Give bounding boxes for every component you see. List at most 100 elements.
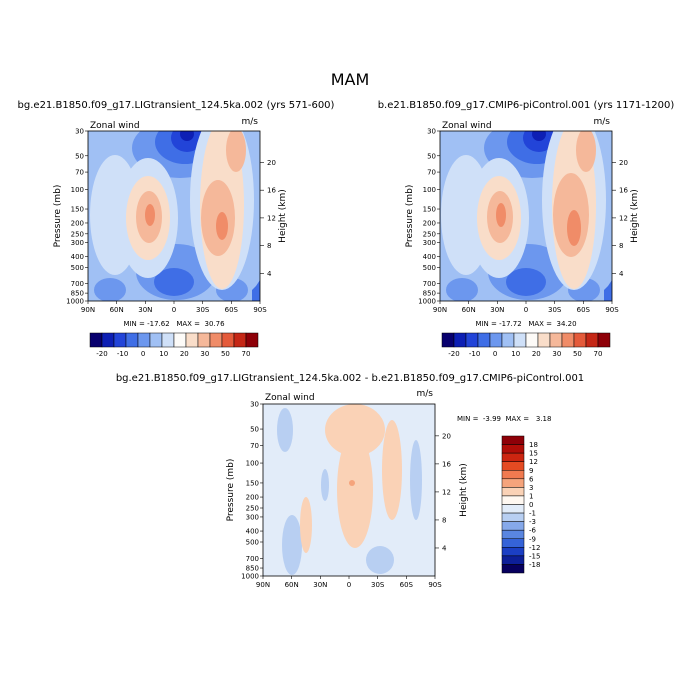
panel-1-ytick-label: 100	[71, 186, 84, 194]
colorbar-swatch	[233, 332, 247, 348]
panel-1-ytick-label: 50	[75, 152, 84, 160]
panel-1-ylabel-right: Height (km)	[278, 189, 288, 243]
panel-2-xtick-label: 30S	[548, 306, 562, 314]
panel-2-ytick-label: 150	[423, 206, 436, 214]
colorbar-swatch	[501, 332, 515, 348]
panel-2-ytick-label: 700	[423, 280, 436, 288]
panel-3-stats: MIN = -3.99 MAX = 3.18	[457, 415, 551, 423]
colorbar-label: 15	[529, 450, 538, 458]
panel-1-ytick-label: 300	[71, 239, 84, 247]
colorbar-label: 6	[529, 475, 534, 483]
colorbar-swatch	[501, 495, 525, 505]
colorbar-swatch	[149, 332, 163, 348]
colorbar-swatch	[89, 332, 103, 348]
panel-2-ytick-label: 50	[427, 152, 436, 160]
colorbar-swatch	[245, 332, 259, 348]
colorbar-swatch	[101, 332, 115, 348]
colorbar-swatch	[125, 332, 139, 348]
colorbar-swatch	[501, 461, 525, 471]
colorbar-swatch	[525, 332, 539, 348]
panel-3-ylabel-right: Height (km)	[459, 463, 469, 517]
panel-3-ytick-label: 150	[246, 479, 259, 487]
panel-2-xtick-label: 60N	[462, 306, 476, 314]
colorbar-swatch	[501, 452, 525, 462]
colorbar-swatch	[561, 332, 575, 348]
colorbar-swatch	[197, 332, 211, 348]
colorbar-label: 12	[529, 458, 538, 466]
panel-3-xtick-label: 30S	[371, 581, 385, 589]
colorbar-label: -6	[529, 527, 537, 535]
panel-2-ytick-right-label: 4	[619, 270, 624, 278]
panel-3-ytick-right-label: 16	[442, 460, 451, 468]
colorbar-label: 9	[529, 467, 533, 475]
panel-1-xtick-label: 60N	[110, 306, 124, 314]
panel-3-xtick-label: 0	[347, 581, 351, 589]
panel-2-xtick-label: 30N	[490, 306, 504, 314]
colorbar-label: 50	[573, 350, 582, 358]
colorbar-swatch	[501, 512, 525, 522]
colorbar-swatch	[489, 332, 503, 348]
panel-2-xtick-label: 0	[524, 306, 528, 314]
panel-3-ytick-right-label: 20	[442, 432, 451, 440]
panel-2-units: m/s	[594, 117, 611, 127]
panel-1-ytick-label: 850	[71, 290, 84, 298]
panel-3-ytick-right-label: 8	[442, 516, 446, 524]
panel-3-ytick-label: 30	[250, 401, 259, 409]
panel-3-ytick-label: 300	[246, 513, 259, 521]
panel-3-ytick-label: 500	[246, 539, 259, 547]
colorbar-label: 50	[221, 350, 230, 358]
colorbar-label: 30	[552, 350, 561, 358]
panel-1-ytick-right-label: 4	[267, 270, 272, 278]
panel-1-xtick-label: 90S	[253, 306, 267, 314]
colorbar-label: -20	[96, 350, 107, 358]
panel-3-ytick-label: 70	[250, 442, 259, 450]
colorbar-swatch	[441, 332, 455, 348]
colorbar-swatch	[501, 444, 525, 454]
colorbar-label: -18	[529, 561, 540, 569]
panel-2-field-label: Zonal wind	[442, 121, 492, 131]
colorbar-swatch	[501, 564, 525, 574]
colorbar-label: -15	[529, 552, 540, 560]
panel-3-ytick-label: 200	[246, 494, 259, 502]
colorbar-swatch	[573, 332, 587, 348]
panel-2-title: b.e21.B1850.f09_g17.CMIP6-piControl.001 …	[377, 100, 675, 111]
panel-1-field	[88, 131, 260, 301]
panel-2-ytick-right-label: 16	[619, 187, 628, 195]
panel-2-xtick-label: 60S	[577, 306, 591, 314]
colorbar-swatch	[501, 521, 525, 531]
panel-1-title: bg.e21.B1850.f09_g17.LIGtransient_124.5k…	[17, 100, 335, 111]
panel-3-ytick-label: 100	[246, 460, 259, 468]
panel-1-field-label: Zonal wind	[90, 121, 140, 131]
axis-ticks	[85, 130, 616, 579]
panel-1-ytick-label: 500	[71, 264, 84, 272]
panel-1-ylabel: Pressure (mb)	[53, 185, 63, 248]
colorbar-label: -10	[469, 350, 480, 358]
season-title: MAM	[330, 70, 370, 89]
panel-2-ytick-label: 250	[423, 230, 436, 238]
panel-3-ylabel: Pressure (mb)	[226, 459, 236, 522]
colorbar-label: 30	[200, 350, 209, 358]
colorbar-swatch	[137, 332, 151, 348]
colorbar-label: 1	[529, 492, 533, 500]
colorbar-label: 0	[493, 350, 497, 358]
panel-2-ytick-right-label: 8	[619, 242, 623, 250]
panel-1-ytick-label: 150	[71, 206, 84, 214]
panel-1-colorbar: -20 -10 0 10 20 30 50 70	[89, 332, 259, 358]
panel-3-xtick-label: 90S	[428, 581, 442, 589]
panel-2-ytick-right-label: 12	[619, 214, 628, 222]
panel-2-ytick-label: 100	[423, 186, 436, 194]
panel-1-xtick-label: 30S	[196, 306, 210, 314]
panel-3-ytick-right-label: 4	[442, 544, 447, 552]
panel-1-xtick-label: 90N	[81, 306, 95, 314]
colorbar-swatch	[113, 332, 127, 348]
colorbar-swatch	[501, 538, 525, 548]
colorbar-label: 18	[529, 441, 538, 449]
colorbar-label: 10	[159, 350, 168, 358]
panel-2-ytick-right-label: 20	[619, 159, 628, 167]
panel-2-ytick-label: 300	[423, 239, 436, 247]
panel-3-ytick-label: 700	[246, 555, 259, 563]
colorbar-label: 0	[529, 501, 533, 509]
colorbar-swatch	[161, 332, 175, 348]
colorbar-label: -3	[529, 518, 536, 526]
